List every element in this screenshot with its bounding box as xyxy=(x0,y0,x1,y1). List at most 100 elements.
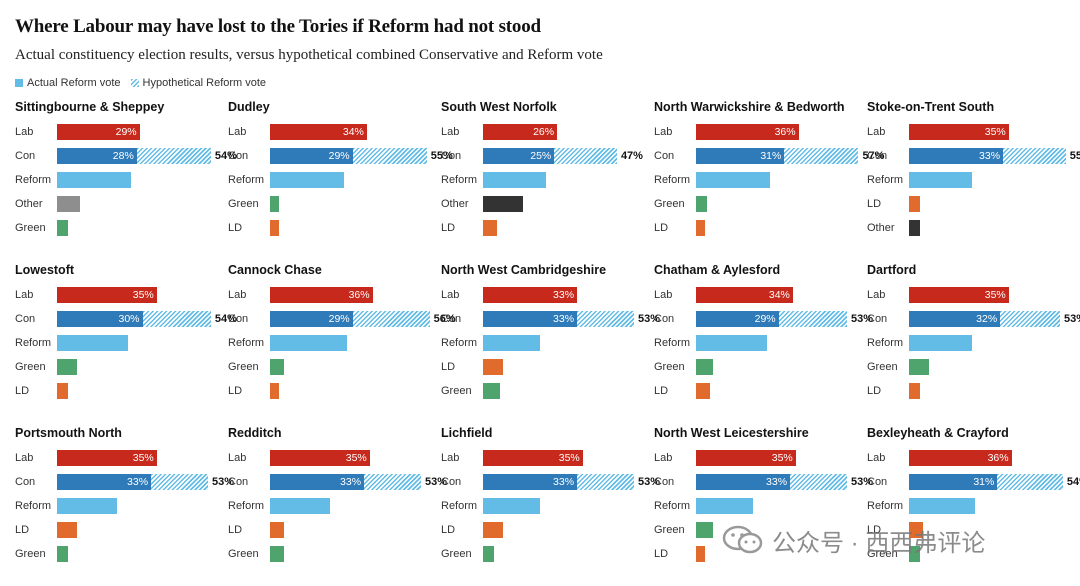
party-label: Green xyxy=(441,548,472,560)
party-label: Green xyxy=(867,361,898,373)
party-label: Other xyxy=(441,198,469,210)
combined-vote-label: 53% xyxy=(638,313,661,325)
panel: Redditch Lab 35% Con 53% 33% Reform LD Green xyxy=(228,426,447,586)
vote-bar-reform xyxy=(696,172,771,188)
party-label: Green xyxy=(15,361,46,373)
party-label: Other xyxy=(867,222,895,234)
panel-title: Lowestoft xyxy=(15,263,75,277)
party-label: Con xyxy=(228,476,249,488)
party-label: Lab xyxy=(654,289,673,301)
hypothetical-reform-bar xyxy=(577,474,635,490)
vote-bar-ld xyxy=(57,522,77,538)
party-label: Lab xyxy=(654,126,673,138)
vote-bar-lab: 26% xyxy=(483,124,558,140)
bar-value-label: 30% xyxy=(118,313,140,325)
panel-title: Dartford xyxy=(867,263,917,277)
vote-bar-ld xyxy=(483,220,498,236)
vote-bar-ld xyxy=(57,383,69,399)
hypothetical-reform-bar xyxy=(577,311,635,327)
vote-bar-ld xyxy=(909,522,924,538)
party-label: Green xyxy=(654,198,685,210)
bar-value-label: 25% xyxy=(530,150,552,162)
vote-bar-reform xyxy=(270,172,345,188)
vote-bar-reform xyxy=(57,172,132,188)
vote-bar-reform xyxy=(483,498,540,514)
vote-bar-lab: 36% xyxy=(909,450,1012,466)
vote-bar-reform xyxy=(57,498,117,514)
vote-bar-ld xyxy=(483,359,503,375)
party-label: Green xyxy=(228,198,259,210)
bar-value-label: 28% xyxy=(112,150,134,162)
vote-bar-green xyxy=(483,383,501,399)
party-label: Reform xyxy=(441,337,478,349)
chart-subtitle: Actual constituency election results, ve… xyxy=(15,47,603,63)
party-label: LD xyxy=(441,361,456,373)
vote-bar-reform xyxy=(483,335,540,351)
vote-bar-green xyxy=(57,220,69,236)
party-label: LD xyxy=(441,222,456,234)
vote-bar-lab: 29% xyxy=(57,124,140,140)
vote-bar-con: 33% xyxy=(57,474,152,490)
vote-bar-con: 29% xyxy=(270,311,353,327)
party-label: Lab xyxy=(441,452,460,464)
panel-title: Bexleyheath & Crayford xyxy=(867,426,1009,440)
vote-bar-ld xyxy=(270,522,285,538)
party-label: LD xyxy=(15,524,30,536)
party-label: Green xyxy=(654,361,685,373)
panel-title: South West Norfolk xyxy=(441,100,557,114)
panel-title: Dudley xyxy=(228,100,270,114)
vote-bar-lab: 34% xyxy=(270,124,367,140)
party-label: LD xyxy=(654,385,669,397)
vote-bar-green xyxy=(270,546,285,562)
party-label: Con xyxy=(867,150,888,162)
vote-bar-ld xyxy=(696,220,705,236)
combined-vote-label: 57% xyxy=(862,150,885,162)
legend: Actual Reform vote Hypothetical Reform v… xyxy=(15,77,276,89)
panel: North Warwickshire & Bedworth Lab 36% Con 57… xyxy=(654,100,884,260)
legend-swatch-hypothetical xyxy=(130,79,139,87)
hypothetical-reform-bar xyxy=(790,474,848,490)
party-label: Con xyxy=(228,150,249,162)
party-label: Green xyxy=(15,548,46,560)
vote-bar-con: 29% xyxy=(270,148,353,164)
vote-bar-lab: 35% xyxy=(57,287,157,303)
party-label: Lab xyxy=(867,452,886,464)
party-label: Con xyxy=(867,313,888,325)
party-label: Lab xyxy=(15,452,34,464)
party-label: Green xyxy=(15,222,46,234)
party-label: Lab xyxy=(15,126,34,138)
combined-vote-label: 56% xyxy=(433,313,456,325)
bar-value-label: 35% xyxy=(132,289,154,301)
vote-bar-lab: 35% xyxy=(909,287,1009,303)
vote-bar-con: 33% xyxy=(483,474,578,490)
panel: North West Leicestershire Lab 35% Con 53% 33%… xyxy=(654,426,873,586)
vote-bar-green xyxy=(270,196,279,212)
party-label: LD xyxy=(654,222,669,234)
party-label: Con xyxy=(654,313,675,325)
vote-bar-reform xyxy=(909,172,972,188)
vote-bar-lab: 35% xyxy=(483,450,583,466)
panel: Portsmouth North Lab 35% Con 53% 33% Reform LD G… xyxy=(15,426,234,586)
party-label: Green xyxy=(228,548,259,560)
bar-value-label: 35% xyxy=(132,452,154,464)
vote-bar-reform xyxy=(909,335,972,351)
combined-vote-label: 53% xyxy=(851,313,874,325)
party-label: Con xyxy=(15,150,36,162)
bar-value-label: 26% xyxy=(533,126,555,138)
bar-value-label: 33% xyxy=(553,313,575,325)
combined-vote-label: 53% xyxy=(212,476,235,488)
legend-item-actual: Actual Reform vote xyxy=(15,77,121,89)
bar-value-label: 33% xyxy=(553,476,575,488)
party-label: LD xyxy=(654,548,669,560)
bar-value-label: 36% xyxy=(774,126,796,138)
hypothetical-reform-bar xyxy=(352,148,427,164)
vote-bar-con: 33% xyxy=(483,311,578,327)
vote-bar-con: 29% xyxy=(696,311,779,327)
bar-value-label: 35% xyxy=(984,126,1006,138)
vote-bar-con: 31% xyxy=(909,474,998,490)
vote-bar-con: 28% xyxy=(57,148,137,164)
party-label: Reform xyxy=(654,337,691,349)
vote-bar-green xyxy=(909,359,929,375)
panel-title: Chatham & Aylesford xyxy=(654,263,781,277)
vote-bar-ld xyxy=(696,383,711,399)
